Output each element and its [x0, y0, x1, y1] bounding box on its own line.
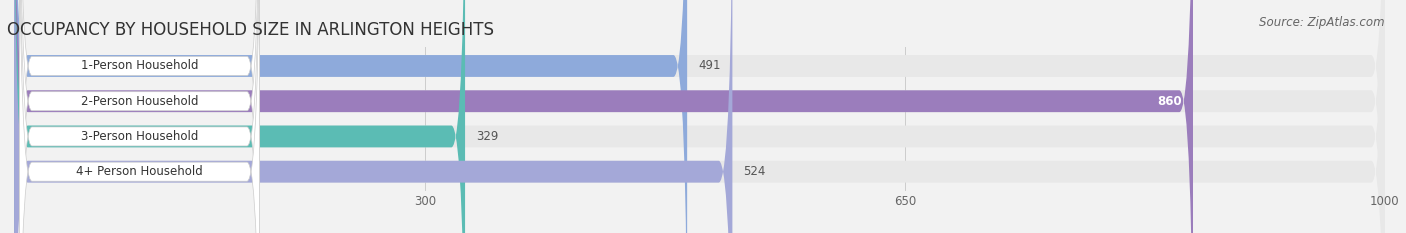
Text: 524: 524 — [744, 165, 766, 178]
Text: 860: 860 — [1157, 95, 1182, 108]
Text: Source: ZipAtlas.com: Source: ZipAtlas.com — [1260, 16, 1385, 29]
Text: 4+ Person Household: 4+ Person Household — [76, 165, 202, 178]
FancyBboxPatch shape — [20, 0, 260, 233]
Text: 491: 491 — [699, 59, 721, 72]
FancyBboxPatch shape — [20, 0, 260, 233]
Text: 2-Person Household: 2-Person Household — [80, 95, 198, 108]
FancyBboxPatch shape — [14, 0, 688, 233]
Text: 329: 329 — [477, 130, 498, 143]
Text: OCCUPANCY BY HOUSEHOLD SIZE IN ARLINGTON HEIGHTS: OCCUPANCY BY HOUSEHOLD SIZE IN ARLINGTON… — [7, 21, 494, 39]
FancyBboxPatch shape — [14, 0, 1385, 233]
FancyBboxPatch shape — [14, 0, 1385, 233]
FancyBboxPatch shape — [20, 0, 260, 233]
FancyBboxPatch shape — [14, 0, 1385, 233]
FancyBboxPatch shape — [14, 0, 1385, 233]
Text: 1-Person Household: 1-Person Household — [80, 59, 198, 72]
FancyBboxPatch shape — [14, 0, 733, 233]
FancyBboxPatch shape — [14, 0, 1192, 233]
FancyBboxPatch shape — [20, 0, 260, 233]
Text: 3-Person Household: 3-Person Household — [80, 130, 198, 143]
FancyBboxPatch shape — [14, 0, 465, 233]
